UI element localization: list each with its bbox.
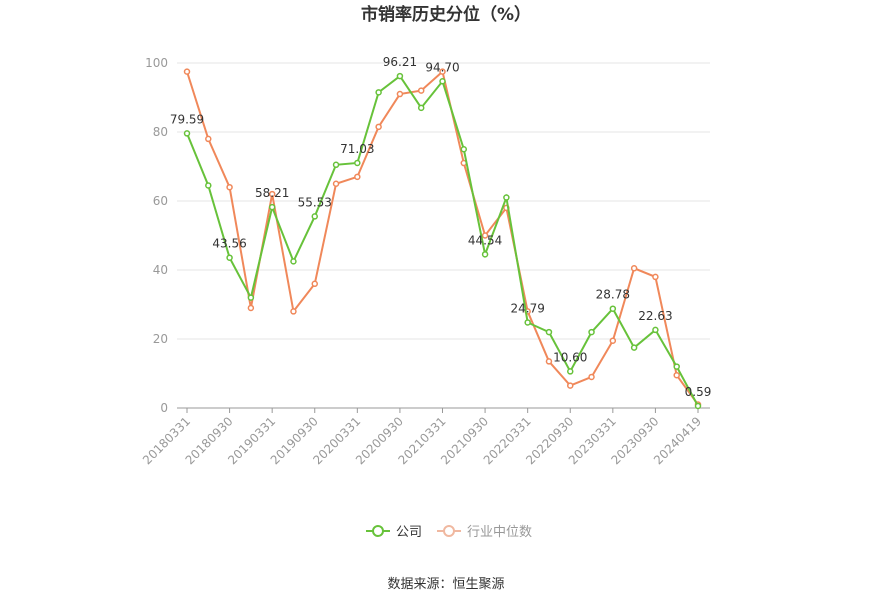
series-point-company[interactable] xyxy=(673,363,680,370)
series-point-company[interactable] xyxy=(268,203,276,211)
data-label: 10.60 xyxy=(553,350,587,364)
series-point-industry[interactable] xyxy=(205,135,212,143)
data-label: 55.53 xyxy=(298,195,332,209)
series-point-company[interactable] xyxy=(481,251,489,258)
series-line-company xyxy=(186,74,699,407)
series-point-industry[interactable] xyxy=(332,180,340,187)
data-label: 58.21 xyxy=(255,186,289,200)
series-point-industry[interactable] xyxy=(290,308,297,315)
data-label: 28.78 xyxy=(596,288,630,302)
data-label: 94.70 xyxy=(425,60,459,74)
series-point-company[interactable] xyxy=(183,130,191,137)
series-point-industry[interactable] xyxy=(183,68,191,75)
series-point-company[interactable] xyxy=(545,328,553,336)
series-point-company[interactable] xyxy=(332,161,340,169)
series-layer xyxy=(183,68,702,410)
legend-item-industry[interactable]: 行业中位数 xyxy=(437,525,532,540)
y-tick-label: 100 xyxy=(145,56,168,70)
series-point-company[interactable] xyxy=(205,182,212,189)
series-line-industry xyxy=(186,69,699,406)
axis-layer: 0204060801002018033120180930201903312019… xyxy=(140,56,710,467)
data-label: 43.56 xyxy=(212,237,246,251)
series-point-industry[interactable] xyxy=(567,382,574,389)
legend-label-industry: 行业中位数 xyxy=(467,525,532,540)
legend-marker-industry xyxy=(443,525,455,537)
series-point-company[interactable] xyxy=(503,194,510,201)
series-point-industry[interactable] xyxy=(545,358,553,365)
series-point-company[interactable] xyxy=(417,104,425,112)
series-point-industry[interactable] xyxy=(311,280,318,288)
series-point-company[interactable] xyxy=(396,72,404,80)
series-point-industry[interactable] xyxy=(481,232,489,239)
source-text: 数据来源：恒生聚源 xyxy=(387,577,504,592)
grid-layer xyxy=(177,62,710,340)
series-point-company[interactable] xyxy=(588,328,595,336)
series-point-company[interactable] xyxy=(375,89,382,96)
y-tick-label: 20 xyxy=(153,332,168,346)
series-point-company[interactable] xyxy=(524,319,531,326)
legend-marker-company xyxy=(372,525,384,537)
series-point-industry[interactable] xyxy=(375,123,382,131)
series-point-industry[interactable] xyxy=(247,304,255,312)
y-tick-label: 0 xyxy=(160,401,168,415)
data-label-layer: 79.59 43.56 58.21 55.53 71.03 96.21 94.70 44.54… xyxy=(170,55,712,399)
series-point-industry[interactable] xyxy=(630,265,638,272)
series-point-company[interactable] xyxy=(694,402,702,410)
data-label: 22.63 xyxy=(638,309,672,323)
series-point-company[interactable] xyxy=(609,305,617,312)
series-point-company[interactable] xyxy=(652,326,659,334)
legend-item-company[interactable]: 公司 xyxy=(366,525,422,540)
series-point-industry[interactable] xyxy=(268,190,276,198)
series-point-industry[interactable] xyxy=(609,337,617,344)
series-point-company[interactable] xyxy=(311,213,318,220)
legend: 公司 行业中位数 xyxy=(366,525,532,540)
series-point-company[interactable] xyxy=(630,344,638,351)
series-point-industry[interactable] xyxy=(396,90,404,98)
chart-title: 市销率历史分位（%） xyxy=(361,4,531,25)
data-label: 0.59 xyxy=(685,385,712,399)
legend-label-company: 公司 xyxy=(396,525,422,540)
series-point-industry[interactable] xyxy=(588,373,595,381)
data-label: 24.79 xyxy=(510,301,544,315)
data-label: 96.21 xyxy=(383,55,417,69)
data-label: 44.54 xyxy=(468,233,502,247)
series-point-company[interactable] xyxy=(439,78,446,85)
series-point-company[interactable] xyxy=(354,159,361,167)
y-tick-label: 40 xyxy=(153,263,168,277)
series-point-company[interactable] xyxy=(247,294,255,301)
series-point-industry[interactable] xyxy=(354,173,361,181)
y-tick-label: 80 xyxy=(153,125,168,139)
series-point-industry[interactable] xyxy=(652,273,659,281)
series-point-industry[interactable] xyxy=(673,371,680,379)
series-point-company[interactable] xyxy=(226,254,233,261)
series-point-industry[interactable] xyxy=(226,183,233,191)
y-tick-label: 60 xyxy=(153,194,168,208)
series-point-company[interactable] xyxy=(460,146,468,153)
series-point-company[interactable] xyxy=(567,368,574,375)
data-label: 79.59 xyxy=(170,112,204,126)
series-point-company[interactable] xyxy=(290,258,297,265)
series-point-industry[interactable] xyxy=(417,87,425,94)
series-point-industry[interactable] xyxy=(439,68,446,75)
data-label: 71.03 xyxy=(340,142,374,156)
